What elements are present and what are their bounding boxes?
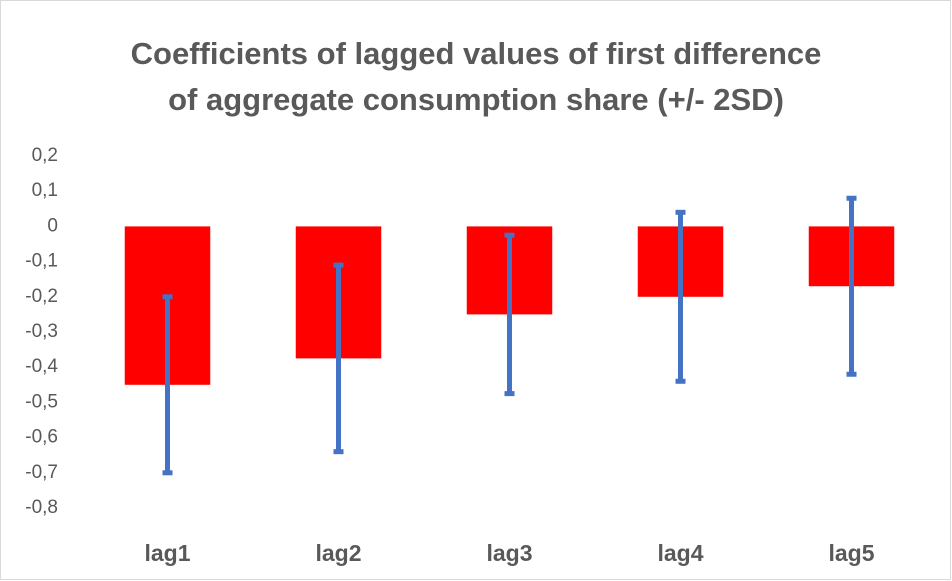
y-tick-label: 0,2 [32, 145, 58, 166]
y-tick-label: -0,1 [25, 251, 58, 272]
y-tick-label: -0,5 [25, 391, 58, 412]
x-tick-label: lag5 [828, 540, 874, 566]
error-bar [333, 262, 344, 455]
y-tick-label: -0,3 [25, 321, 58, 342]
x-tick-label: lag4 [657, 540, 703, 566]
error-bar [846, 195, 857, 377]
y-tick-label: -0,8 [25, 497, 58, 518]
chart-title: of aggregate consumption share (+/- 2SD) [168, 82, 784, 117]
y-tick-label: 0,1 [32, 180, 58, 201]
error-bar [162, 294, 173, 476]
error-bar [675, 209, 686, 384]
x-tick-label: lag2 [315, 540, 361, 566]
error-bar [504, 232, 515, 397]
y-tick-label: -0,6 [25, 427, 58, 448]
y-tick-label: 0 [47, 215, 58, 236]
chart-title: Coefficients of lagged values of first d… [131, 36, 822, 71]
y-tick-label: -0,7 [25, 462, 58, 483]
x-tick-label: lag3 [486, 540, 532, 566]
y-tick-label: -0,4 [25, 356, 58, 377]
x-tick-label: lag1 [144, 540, 190, 566]
y-tick-label: -0,2 [25, 286, 58, 307]
